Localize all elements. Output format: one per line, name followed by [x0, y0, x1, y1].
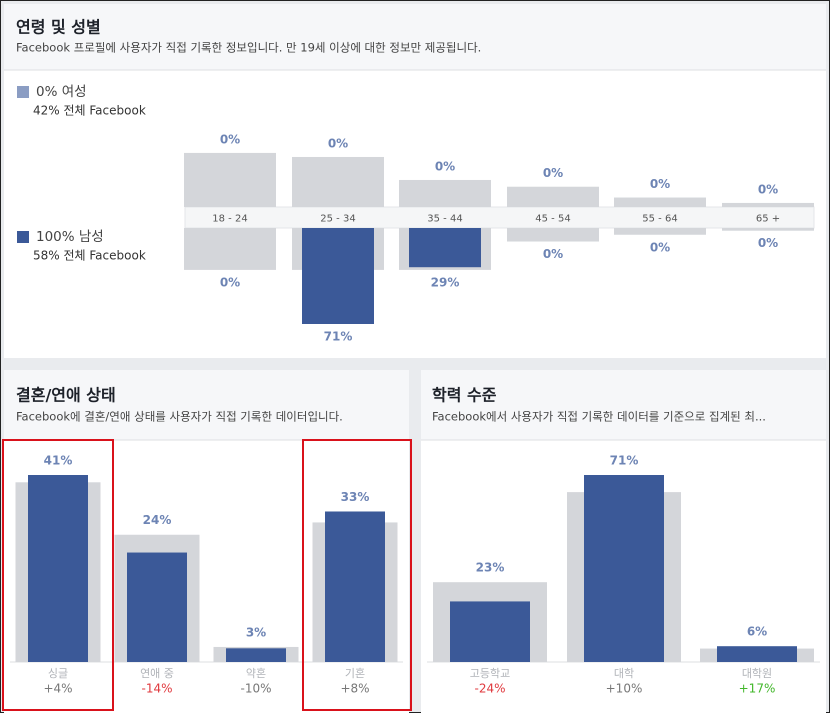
value-label: 0%	[758, 236, 778, 250]
x-tick-label: 기혼	[345, 667, 365, 680]
panel-subtitle: Facebook에 결혼/연애 상태를 사용자가 직접 기록한 데이터입니다.	[16, 410, 343, 424]
benchmark-bar	[507, 228, 599, 242]
value-label: 33%	[341, 490, 370, 504]
legend-swatch	[17, 86, 29, 98]
bar	[450, 601, 530, 662]
value-label: 71%	[610, 454, 639, 468]
bar	[584, 475, 664, 662]
axis-band	[184, 206, 815, 229]
value-label: 0%	[220, 132, 240, 146]
x-tick-label: 연애 중	[140, 667, 174, 680]
value-label: 0%	[543, 166, 563, 180]
bar	[325, 511, 385, 662]
bar	[717, 646, 797, 662]
benchmark-bar	[292, 156, 384, 207]
benchmark-bar	[722, 202, 814, 207]
legend-benchmark: 42% 전체 Facebook	[33, 104, 146, 118]
benchmark-bar	[722, 228, 814, 231]
x-tick-label: 45 - 54	[535, 214, 570, 225]
value-label: 23%	[476, 561, 505, 575]
x-tick-label: 65 +	[756, 214, 780, 225]
benchmark-bar	[399, 179, 491, 207]
value-label: 0%	[543, 247, 563, 261]
value-label: 0%	[435, 159, 455, 173]
legend-swatch	[17, 231, 29, 243]
bar	[28, 475, 88, 662]
change-label: +17%	[739, 682, 776, 696]
panel-header	[421, 370, 826, 440]
bar	[127, 552, 187, 662]
value-label: 0%	[650, 177, 670, 191]
value-label: 29%	[431, 275, 460, 289]
change-label: +4%	[43, 682, 72, 696]
value-label: 0%	[650, 240, 670, 254]
panel-title: 결혼/연애 상태	[16, 386, 116, 405]
change-label: +10%	[606, 682, 643, 696]
benchmark-bar	[614, 197, 706, 207]
bar	[302, 228, 374, 324]
x-tick-label: 대학	[614, 667, 634, 680]
x-tick-label: 대학원	[742, 667, 772, 680]
value-label: 41%	[44, 454, 73, 468]
value-label: 0%	[220, 275, 240, 289]
legend-benchmark: 58% 전체 Facebook	[33, 249, 146, 263]
benchmark-bar	[184, 228, 276, 270]
x-tick-label: 55 - 64	[642, 214, 677, 225]
panel-title: 연령 및 성별	[16, 18, 101, 37]
benchmark-bar	[184, 152, 276, 207]
highlight-box	[302, 439, 412, 711]
x-tick-label: 약혼	[246, 666, 266, 680]
x-tick-label: 싱글	[48, 667, 68, 680]
panel-subtitle: Facebook 프로필에 사용자가 직접 기록한 정보입니다. 만 19세 이…	[16, 41, 481, 55]
panel-header	[4, 4, 826, 70]
value-label: 0%	[328, 136, 348, 150]
x-tick-label: 35 - 44	[427, 214, 462, 225]
benchmark-bar	[507, 186, 599, 207]
panel-header	[4, 370, 409, 440]
highlight-box	[2, 439, 114, 711]
legend-label: 0% 여성	[36, 84, 87, 100]
change-label: -24%	[474, 682, 505, 696]
bar	[409, 228, 481, 268]
change-label: +8%	[340, 682, 369, 696]
x-tick-label: 고등학교	[470, 667, 510, 680]
bar	[226, 648, 286, 662]
panel-title: 학력 수준	[432, 386, 497, 405]
benchmark-bar	[614, 228, 706, 235]
change-label: -10%	[240, 682, 271, 696]
value-label: 71%	[324, 330, 353, 344]
value-label: 6%	[747, 625, 767, 639]
value-label: 3%	[246, 625, 266, 639]
x-tick-label: 18 - 24	[212, 214, 247, 225]
x-tick-label: 25 - 34	[320, 214, 355, 225]
panel-subtitle: Facebook에서 사용자가 직접 기록한 데이터를 기준으로 집계된 최..…	[432, 410, 766, 424]
legend-label: 100% 남성	[36, 229, 104, 245]
value-label: 24%	[143, 513, 172, 527]
change-label: -14%	[141, 682, 172, 696]
value-label: 0%	[758, 182, 778, 196]
